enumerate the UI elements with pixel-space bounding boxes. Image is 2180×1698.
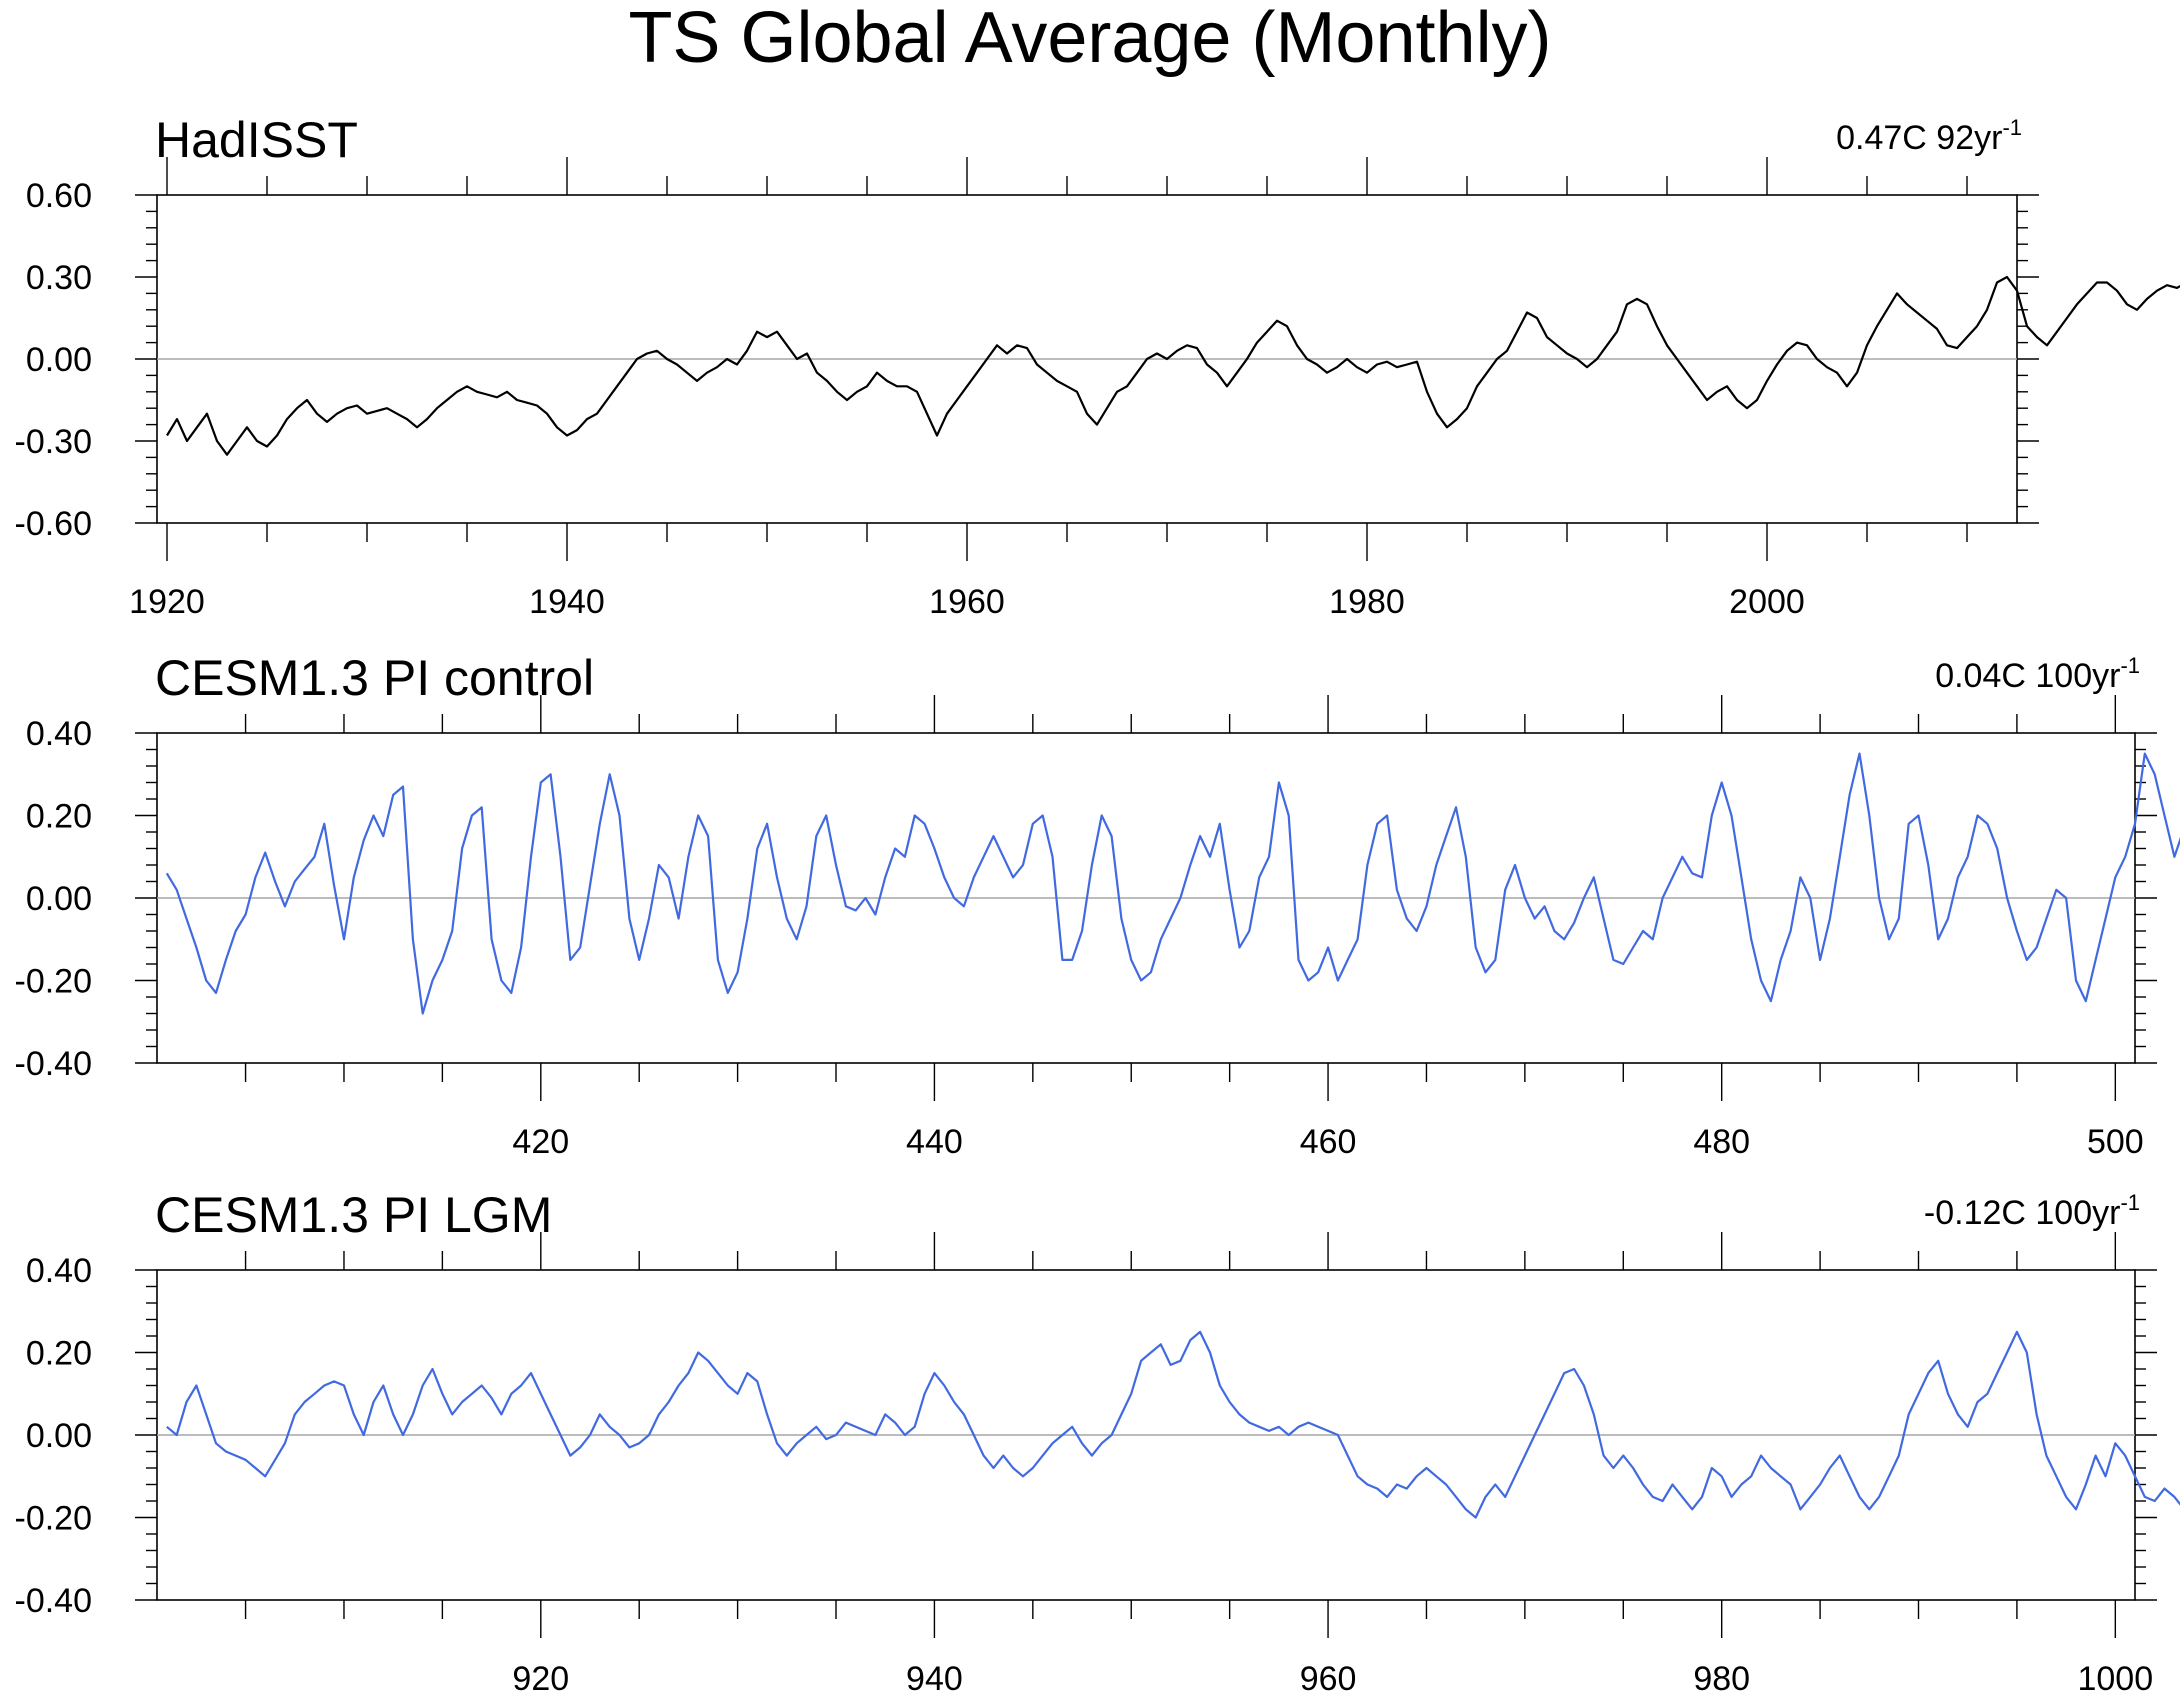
x-tick-label: 1960 (929, 583, 1005, 621)
series-line (166, 1330, 2180, 1519)
panel-title: CESM1.3 PI control (155, 650, 594, 706)
x-tick-label: 940 (906, 1660, 963, 1698)
y-tick-label: 0.00 (26, 1417, 92, 1455)
trend-label-value: 0.47C 92yr (1836, 119, 2002, 157)
x-tick-label: 460 (1300, 1123, 1357, 1161)
y-tick-label: -0.20 (15, 963, 93, 1001)
chart-panel-3: CESM1.3 PI LGM -0.12C 100yr-1 0.40 0.20 0.00… (15, 1187, 2180, 1698)
y-tick-label: 0.00 (26, 341, 92, 379)
x-tick-label: 480 (1693, 1123, 1750, 1161)
y-tick-label: 0.40 (26, 1252, 92, 1290)
y-tick-label: -0.30 (15, 423, 93, 461)
x-tick-label: 2000 (1729, 583, 1805, 621)
trend-label-value: 0.04C 100yr (1935, 657, 2120, 695)
x-tick-label: 920 (512, 1660, 569, 1698)
x-tick-label: 1940 (529, 583, 605, 621)
trend-label: -0.12C 100yr-1 (1924, 1190, 2140, 1232)
y-tick-label: -0.60 (15, 505, 93, 543)
x-tick-label: 1920 (129, 583, 205, 621)
x-tick-label: 1000 (2077, 1660, 2153, 1698)
trend-label-exponent: -1 (2002, 115, 2022, 140)
y-tick-label: -0.40 (15, 1582, 93, 1620)
x-tick-label: 420 (512, 1123, 569, 1161)
y-tick-label: -0.40 (15, 1045, 93, 1083)
y-tick-label: 0.20 (26, 1335, 92, 1373)
trend-label: 0.04C 100yr-1 (1935, 653, 2140, 695)
series-line (165, 752, 2180, 1015)
y-tick-label: -0.20 (15, 1500, 93, 1538)
series-line (166, 275, 2180, 456)
panel-title: HadISST (155, 112, 358, 168)
chart-panel-1: HadISST 0.47C 92yr-1 0.60 0.30 0.00 -0.30 -0.6… (15, 112, 2180, 621)
x-tick-label: 500 (2087, 1123, 2144, 1161)
x-tick-label: 1980 (1329, 583, 1405, 621)
y-tick-label: 0.00 (26, 880, 92, 918)
y-tick-label: 0.40 (26, 715, 92, 753)
figure-title: TS Global Average (Monthly) (628, 0, 1551, 78)
y-tick-label: 0.20 (26, 798, 92, 836)
trend-label: 0.47C 92yr-1 (1836, 115, 2022, 157)
trend-label-exponent: -1 (2120, 653, 2140, 678)
panel-title: CESM1.3 PI LGM (155, 1187, 552, 1243)
x-tick-label: 440 (906, 1123, 963, 1161)
x-tick-label: 980 (1693, 1660, 1750, 1698)
trend-label-value: -0.12C 100yr (1924, 1194, 2121, 1232)
y-tick-label: 0.60 (26, 177, 92, 215)
trend-label-exponent: -1 (2120, 1190, 2140, 1215)
chart-panel-2: CESM1.3 PI control 0.04C 100yr-1 0.40 0.20 0… (15, 650, 2180, 1161)
y-tick-label: 0.30 (26, 259, 92, 297)
x-tick-label: 960 (1300, 1660, 1357, 1698)
